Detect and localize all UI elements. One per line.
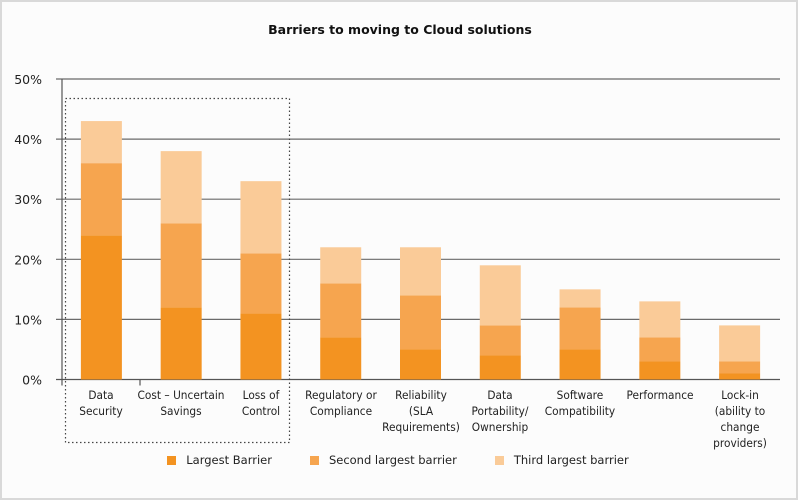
bar-segment: [559, 289, 601, 308]
bar-segment: [400, 295, 441, 350]
bar-segment: [719, 325, 761, 362]
legend: Largest Barrier Second largest barrier Thi…: [0, 453, 800, 467]
legend-item: Largest Barrier: [167, 453, 272, 467]
bar-segment: [160, 307, 202, 380]
bar-segment: [320, 283, 362, 338]
y-tick-label: 30%: [14, 192, 42, 207]
bar-segment: [559, 307, 601, 350]
legend-label: Second largest barrier: [328, 453, 457, 467]
x-tick-label: Performance: [626, 388, 694, 402]
bar-segment: [639, 361, 681, 380]
legend-swatch: [494, 455, 504, 465]
chart-title: Barriers to moving to Cloud solutions: [268, 22, 532, 37]
bar-segment: [719, 361, 761, 374]
bar-segment: [639, 337, 681, 362]
x-tick-label: Lock-in (ability to change providers): [712, 388, 767, 450]
legend-label: Third largest barrier: [513, 453, 629, 467]
bar-segment: [479, 325, 521, 356]
bar-segment: [719, 373, 761, 380]
bar-segment: [559, 349, 601, 380]
x-tick-label: Reliability (SLA Requirements): [381, 388, 460, 434]
bar-segment: [80, 235, 122, 380]
x-tick-label: Data Portability/ Ownership: [471, 388, 529, 434]
y-tick-label: 40%: [14, 132, 42, 147]
y-tick-label: 10%: [14, 312, 42, 327]
bar-segment: [400, 247, 441, 296]
legend-swatch: [309, 455, 319, 465]
legend-label: Largest Barrier: [186, 453, 272, 467]
x-tick-label: Software Compatibility: [544, 388, 616, 418]
x-tick-label: Data Security: [79, 388, 124, 418]
x-tick-label: Cost – Uncertain Savings: [137, 388, 225, 418]
y-tick-label: 0%: [22, 373, 42, 388]
bar-segment: [479, 265, 521, 326]
legend-item: Third largest barrier: [494, 453, 629, 467]
bar-segment: [320, 247, 362, 284]
y-tick-label: 50%: [14, 72, 42, 87]
bar-segment: [639, 301, 681, 338]
y-tick-label: 20%: [14, 252, 42, 267]
legend-swatch: [167, 455, 177, 465]
legend-item: Second largest barrier: [309, 453, 457, 467]
bar-segment: [160, 151, 202, 224]
bar-segment: [240, 253, 282, 314]
bar-segment: [320, 337, 362, 380]
bar-segment: [240, 181, 282, 254]
bar-segment: [400, 349, 441, 380]
bar-segment: [80, 163, 122, 236]
x-tick-label: Loss of Control: [241, 388, 281, 418]
bar-segment: [80, 121, 122, 164]
bar-segment: [240, 313, 282, 380]
highlight-box: [64, 97, 291, 444]
bar-segment: [479, 355, 521, 380]
x-tick-label: Regulatory or Compliance: [304, 388, 377, 418]
bar-segment: [160, 223, 202, 308]
